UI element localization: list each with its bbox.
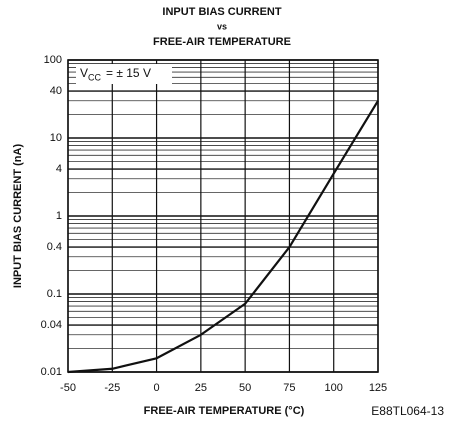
annotation-text: = ± 15 V (106, 66, 151, 80)
x-tick-label: -25 (104, 382, 120, 394)
y-tick-label: 10 (50, 132, 62, 144)
y-tick-label: 40 (50, 85, 62, 97)
y-tick-label: 4 (56, 163, 62, 175)
x-tick-label: 25 (195, 382, 207, 394)
chart-title-vs: vs (217, 21, 227, 31)
x-axis-label: FREE-AIR TEMPERATURE (°C) (144, 405, 305, 417)
annotation-symbol: V (80, 66, 88, 80)
x-tick-label: -50 (60, 382, 76, 394)
annotation-bg (76, 64, 172, 84)
x-tick-label: 125 (369, 382, 387, 394)
chart-title: INPUT BIAS CURRENT (162, 6, 281, 18)
x-tick-label: 0 (154, 382, 160, 394)
chart-subtitle: FREE-AIR TEMPERATURE (153, 36, 291, 48)
y-tick-label: 0.04 (41, 319, 62, 331)
y-tick-label: 0.1 (47, 288, 62, 300)
x-tick-label: 100 (325, 382, 343, 394)
figure-id: E88TL064-13 (371, 404, 444, 418)
x-tick-label: 50 (239, 382, 251, 394)
y-tick-label: 0.01 (41, 366, 62, 378)
y-axis-label: INPUT BIAS CURRENT (nA) (12, 144, 24, 289)
y-tick-label: 0.4 (47, 241, 62, 253)
y-tick-label: 1 (56, 210, 62, 222)
y-tick-label: 100 (44, 54, 62, 66)
x-tick-label: 75 (283, 382, 295, 394)
plot-frame (67, 59, 379, 373)
data-line (67, 100, 379, 374)
annotation-subscript: CC (88, 72, 101, 82)
